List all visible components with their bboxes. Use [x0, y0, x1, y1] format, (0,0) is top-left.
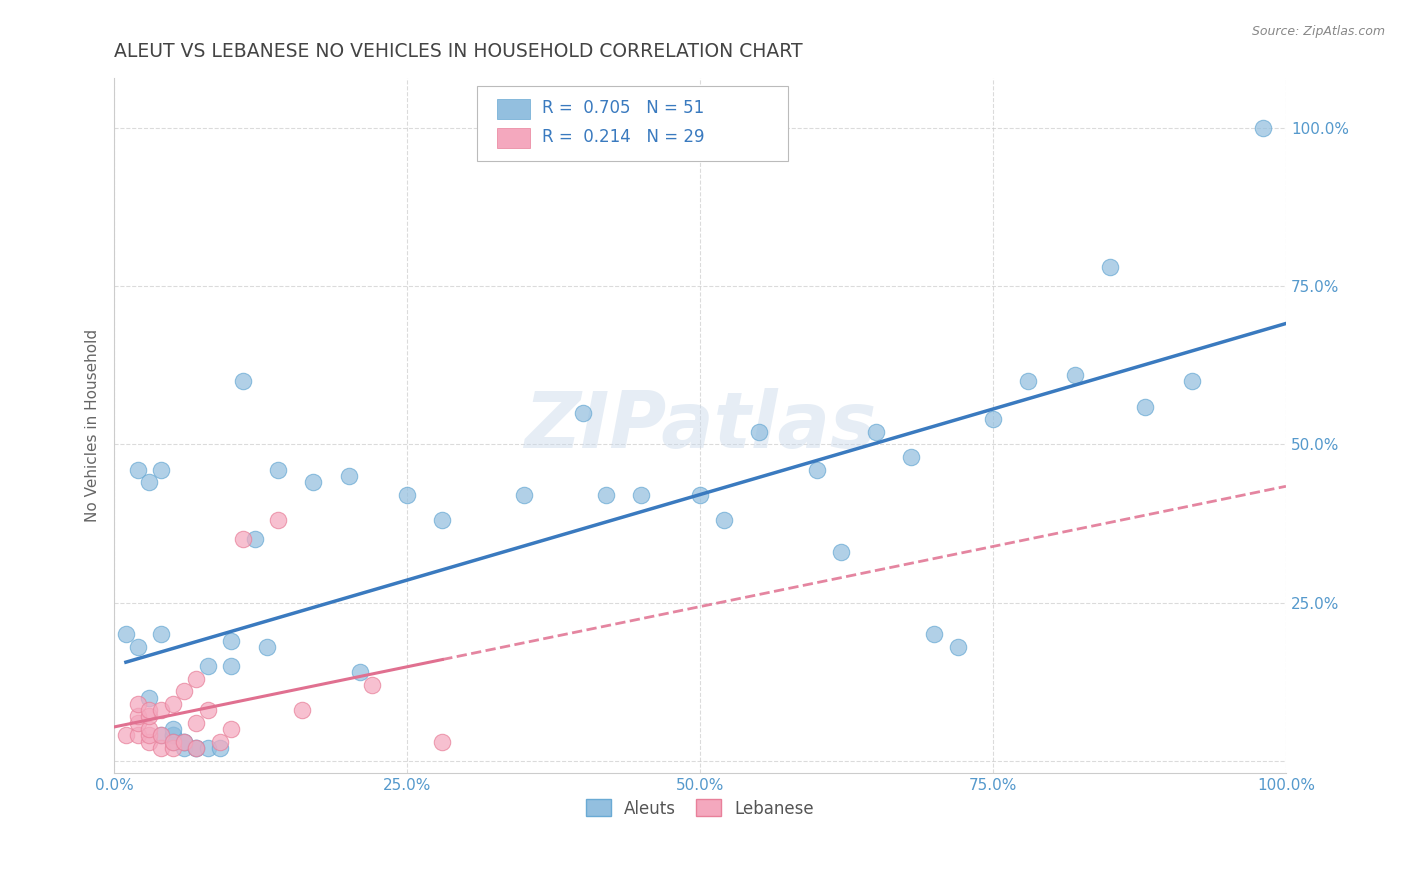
- Point: [150, 463, 173, 477]
- Text: ZIPatlas: ZIPatlas: [524, 387, 876, 464]
- Point: [806, 463, 828, 477]
- Bar: [498, 99, 530, 119]
- Point: [115, 627, 138, 641]
- Point: [256, 640, 278, 654]
- Point: [162, 722, 184, 736]
- Point: [138, 729, 160, 743]
- FancyBboxPatch shape: [478, 86, 787, 161]
- Point: [173, 735, 195, 749]
- Point: [900, 450, 922, 464]
- Point: [115, 729, 138, 743]
- Point: [221, 722, 243, 736]
- Point: [150, 729, 173, 743]
- Point: [150, 741, 173, 756]
- Point: [267, 463, 290, 477]
- Point: [513, 488, 536, 502]
- Point: [138, 735, 160, 749]
- Legend: Aleuts, Lebanese: Aleuts, Lebanese: [579, 793, 821, 824]
- Point: [150, 627, 173, 641]
- Point: [150, 703, 173, 717]
- Point: [232, 533, 254, 547]
- Point: [173, 741, 195, 756]
- Point: [946, 640, 969, 654]
- Point: [981, 412, 1004, 426]
- Point: [127, 463, 149, 477]
- Text: ALEUT VS LEBANESE NO VEHICLES IN HOUSEHOLD CORRELATION CHART: ALEUT VS LEBANESE NO VEHICLES IN HOUSEHO…: [114, 42, 803, 61]
- Point: [865, 425, 887, 439]
- Point: [138, 475, 160, 490]
- Point: [243, 533, 266, 547]
- Point: [291, 703, 314, 717]
- Point: [267, 513, 290, 527]
- Point: [349, 665, 371, 680]
- Point: [396, 488, 419, 502]
- Point: [1099, 260, 1122, 275]
- Point: [197, 741, 219, 756]
- Point: [221, 659, 243, 673]
- Point: [630, 488, 652, 502]
- Point: [162, 729, 184, 743]
- Point: [302, 475, 325, 490]
- Point: [689, 488, 711, 502]
- Point: [162, 729, 184, 743]
- Point: [173, 735, 195, 749]
- Point: [197, 703, 219, 717]
- Point: [127, 640, 149, 654]
- Point: [186, 672, 208, 686]
- Text: Source: ZipAtlas.com: Source: ZipAtlas.com: [1251, 25, 1385, 38]
- Point: [232, 374, 254, 388]
- Point: [186, 741, 208, 756]
- Point: [361, 678, 384, 692]
- Point: [748, 425, 770, 439]
- Point: [173, 684, 195, 698]
- Point: [208, 741, 231, 756]
- Point: [150, 729, 173, 743]
- Point: [713, 513, 735, 527]
- Point: [208, 735, 231, 749]
- Point: [162, 741, 184, 756]
- Point: [432, 513, 454, 527]
- Point: [1064, 368, 1087, 382]
- Point: [186, 741, 208, 756]
- Point: [924, 627, 946, 641]
- Point: [1251, 121, 1274, 136]
- Point: [138, 709, 160, 723]
- Point: [1017, 374, 1039, 388]
- Point: [221, 633, 243, 648]
- Point: [138, 690, 160, 705]
- Point: [138, 722, 160, 736]
- Text: R =  0.705   N = 51: R = 0.705 N = 51: [541, 98, 704, 117]
- Y-axis label: No Vehicles in Household: No Vehicles in Household: [86, 329, 100, 522]
- Text: R =  0.214   N = 29: R = 0.214 N = 29: [541, 128, 704, 145]
- Point: [186, 715, 208, 730]
- Point: [830, 545, 852, 559]
- Point: [127, 709, 149, 723]
- Point: [173, 735, 195, 749]
- Bar: [498, 128, 530, 148]
- Point: [1181, 374, 1204, 388]
- Point: [186, 741, 208, 756]
- Point: [337, 469, 360, 483]
- Point: [1135, 400, 1157, 414]
- Point: [162, 735, 184, 749]
- Point: [162, 697, 184, 711]
- Point: [127, 697, 149, 711]
- Point: [432, 735, 454, 749]
- Point: [572, 406, 595, 420]
- Point: [127, 715, 149, 730]
- Point: [595, 488, 617, 502]
- Point: [127, 729, 149, 743]
- Point: [162, 735, 184, 749]
- Point: [138, 703, 160, 717]
- Point: [197, 659, 219, 673]
